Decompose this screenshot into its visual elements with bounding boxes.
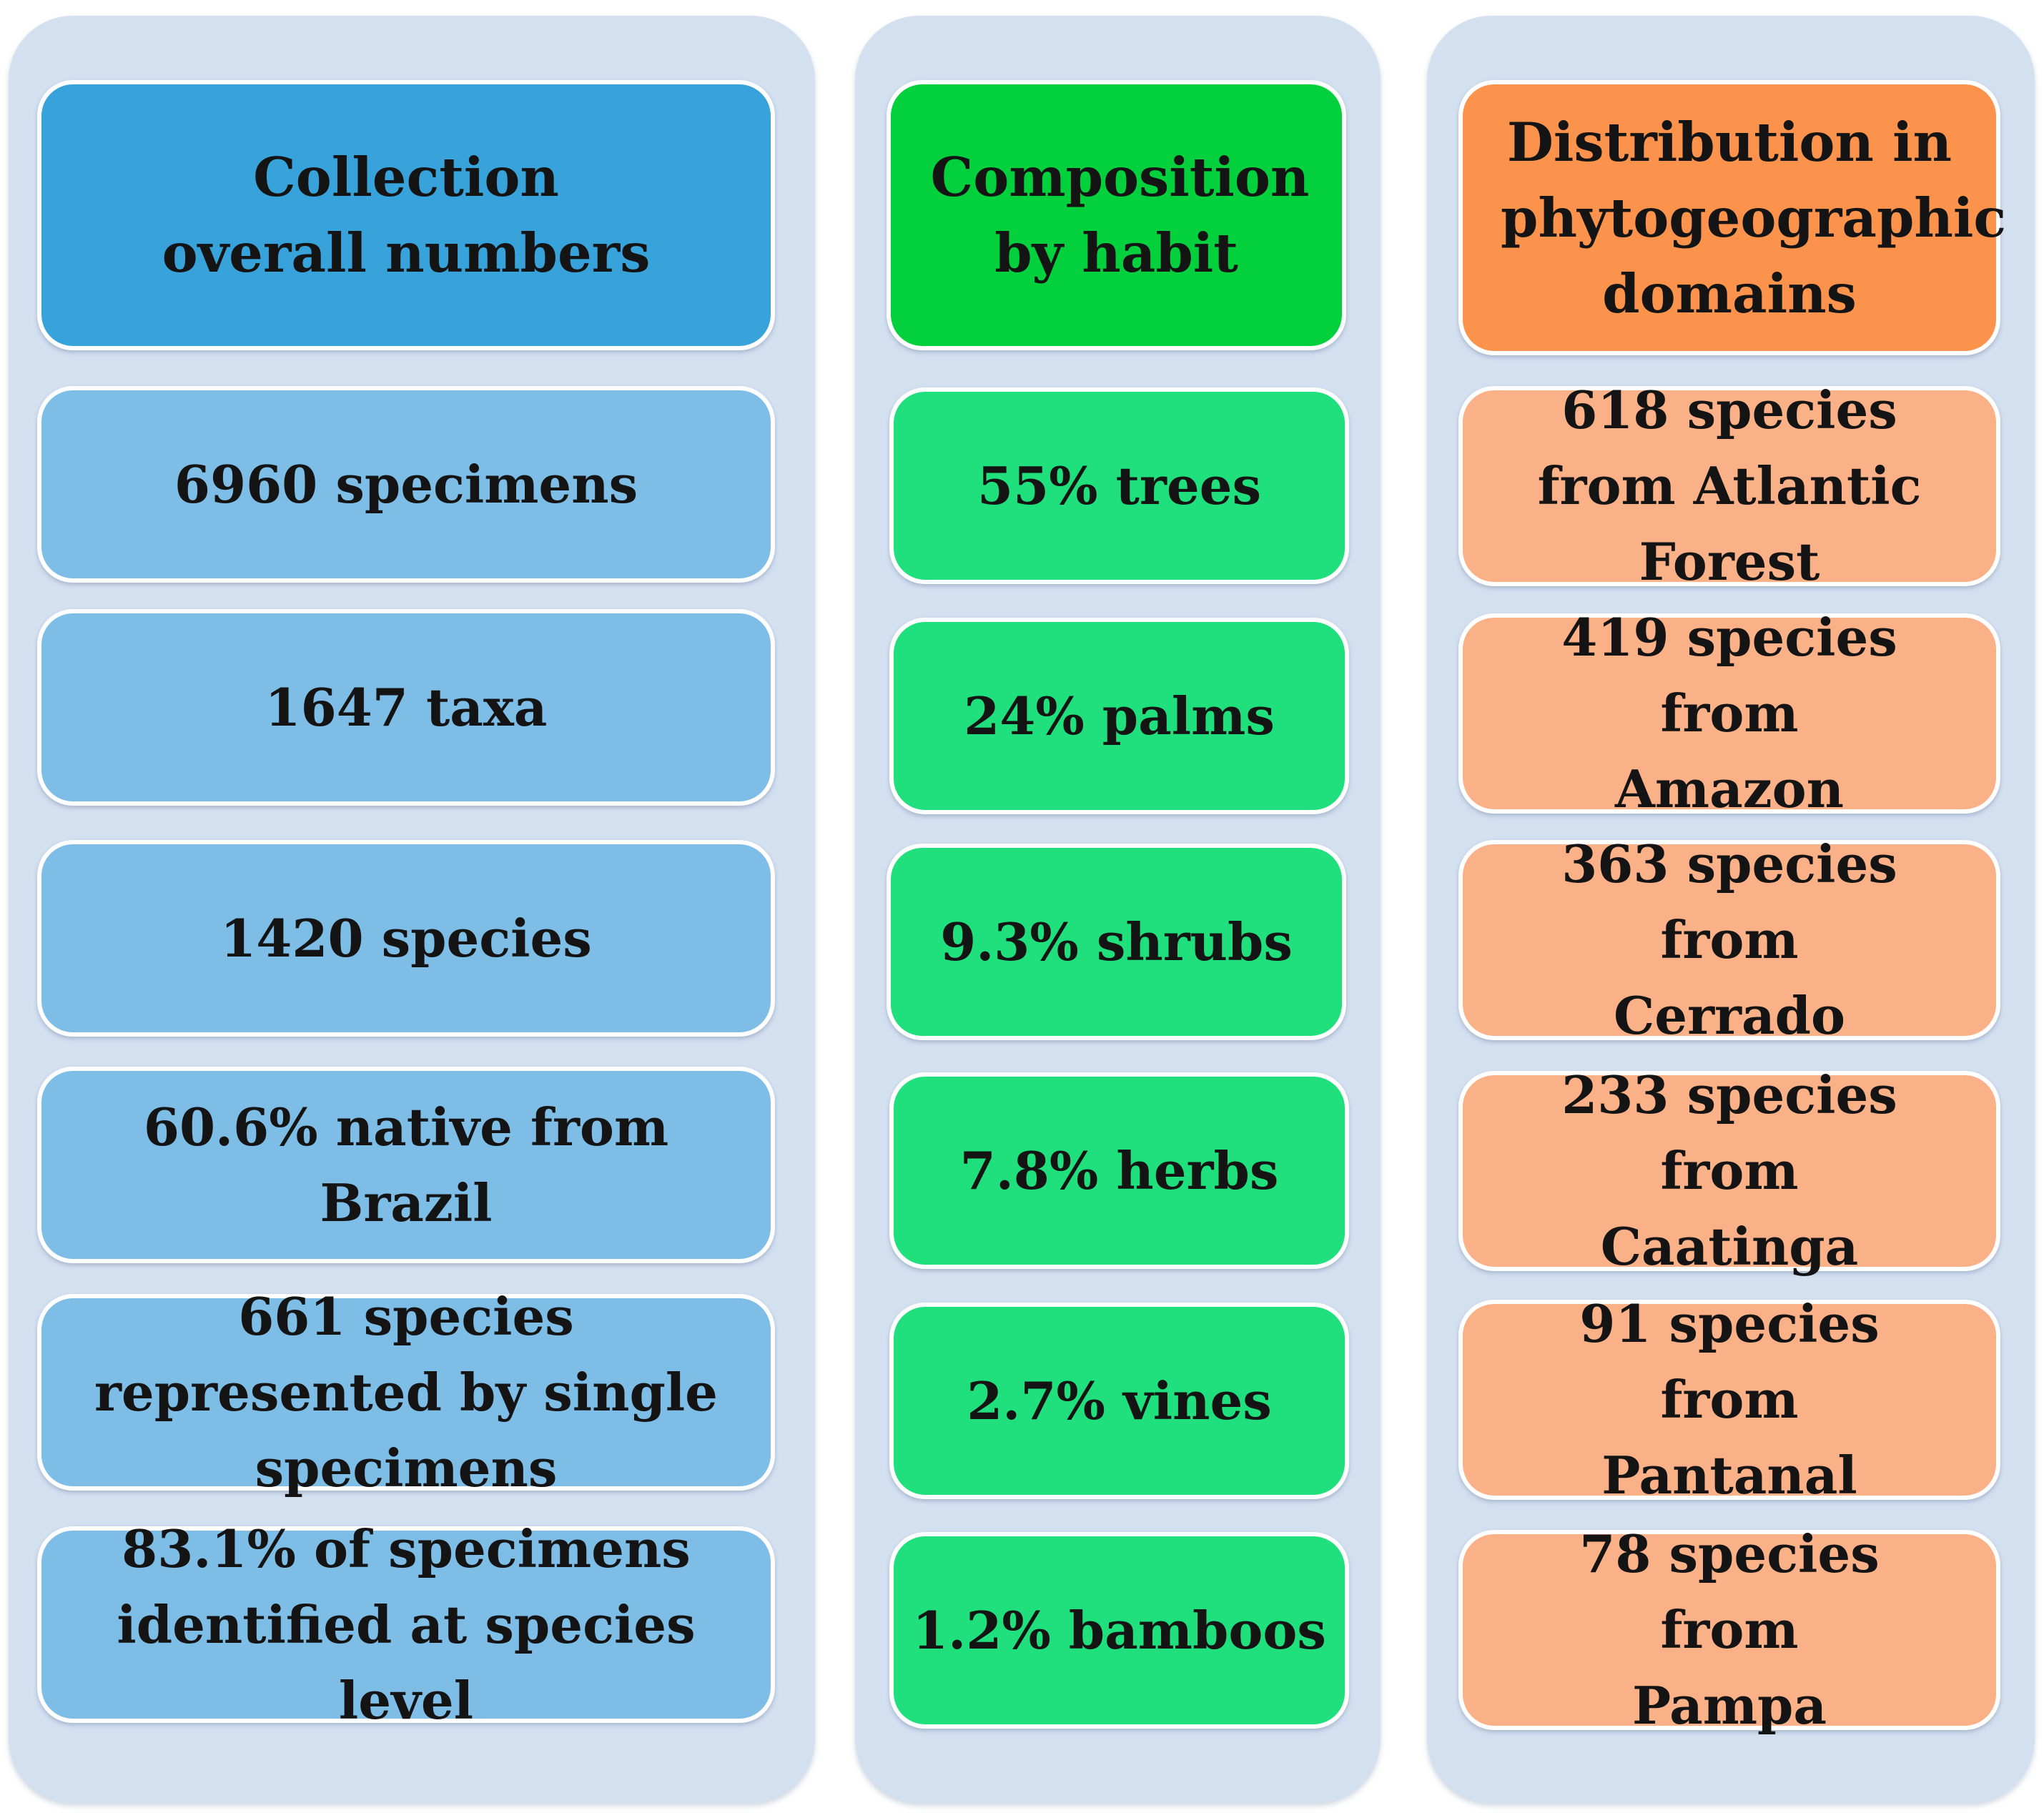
item-single-specimens: 661 species represented by single specim… [37,1286,775,1498]
item-text: 55% trees [977,455,1262,516]
item-text: 91 species from Pantanal [1579,1293,1880,1506]
item-text: 618 species from Atlantic Forest [1537,380,1922,592]
item-trees: 55% trees [889,387,1349,584]
item-text: 6960 specimens [174,453,638,515]
item-pantanal: 91 species from Pantanal [1458,1293,2000,1506]
header-composition-habit-text: Composition by habit [930,146,1310,285]
item-text: 60.6% native from Brazil [143,1096,669,1233]
header-composition-habit: Composition by habit [887,80,1346,350]
item-text: 1420 species [220,907,592,969]
item-text: 83.1% of specimens identified at species… [117,1518,696,1731]
item-text: 2.7% vines [967,1370,1272,1431]
item-identified-species-level: 83.1% of specimens identified at species… [37,1518,775,1731]
header-distribution-domains-text: Distribution in phytogeographic domains [1501,110,2007,325]
item-native-brazil: 60.6% native from Brazil [37,1067,775,1263]
item-palms: 24% palms [889,618,1349,814]
item-text: 7.8% herbs [959,1140,1279,1201]
item-atlantic-forest: 618 species from Atlantic Forest [1458,380,2000,592]
header-collection-overall: Collection overall numbers [37,80,775,350]
item-caatinga: 233 species from Caatinga [1458,1064,2000,1277]
header-distribution-domains: Distribution in phytogeographic domains [1458,80,2007,355]
item-text: 661 species represented by single specim… [94,1285,718,1498]
item-shrubs: 9.3% shrubs [887,844,1346,1040]
item-text: 78 species from Pampa [1579,1523,1880,1736]
item-herbs: 7.8% herbs [889,1072,1349,1269]
item-text: 9.3% shrubs [940,911,1293,972]
item-cerrado: 363 species from Cerrado [1458,834,2000,1046]
item-text: 419 species from Amazon [1561,607,1897,819]
header-collection-overall-text: Collection overall numbers [162,146,651,285]
item-specimens: 6960 specimens [37,386,775,583]
item-text: 363 species from Cerrado [1561,834,1897,1046]
item-text: 233 species from Caatinga [1561,1064,1897,1277]
item-amazon: 419 species from Amazon [1458,607,2000,819]
item-vines: 2.7% vines [889,1303,1349,1499]
item-text: 1.2% bamboos [912,1599,1326,1661]
item-species: 1420 species [37,840,775,1037]
item-bamboos: 1.2% bamboos [889,1532,1349,1729]
item-text: 1647 taxa [265,676,548,738]
item-taxa: 1647 taxa [37,609,775,806]
item-text: 24% palms [964,685,1275,746]
item-pampa: 78 species from Pampa [1458,1523,2000,1736]
